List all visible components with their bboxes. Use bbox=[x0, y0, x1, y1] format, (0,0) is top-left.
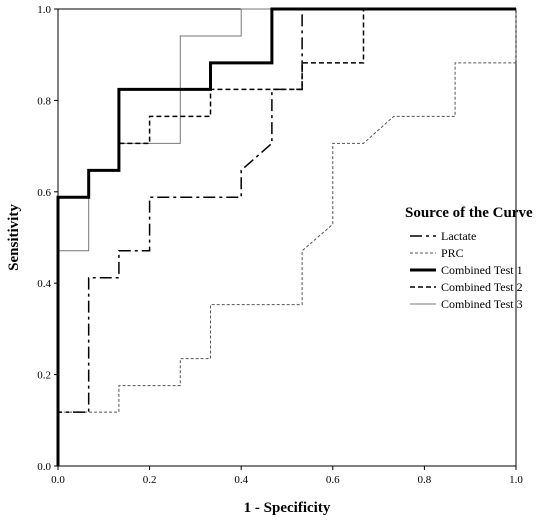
x-tick-label: 0.2 bbox=[143, 474, 157, 486]
series-line-combined-test-1 bbox=[56, 7, 516, 466]
legend-label: PRC bbox=[441, 246, 464, 260]
x-tick-label: 0.8 bbox=[418, 474, 432, 486]
y-axis-title: Sensitivity bbox=[6, 204, 22, 271]
legend-items: Lactate PRC Combined Test 1 Combined Test 2… bbox=[410, 229, 523, 311]
legend-label: Combined Test 3 bbox=[441, 297, 523, 311]
x-axis-ticks: 0.0 0.2 0.4 0.6 0.8 1.0 bbox=[51, 466, 523, 486]
y-tick-label: 0.8 bbox=[37, 95, 51, 107]
y-tick-label: 0.0 bbox=[37, 461, 51, 473]
curves bbox=[56, 7, 517, 466]
x-tick-label: 0.0 bbox=[51, 474, 65, 486]
legend-label: Lactate bbox=[441, 229, 476, 243]
legend-label: Combined Test 2 bbox=[441, 280, 523, 294]
y-tick-label: 0.4 bbox=[37, 278, 51, 290]
legend-label: Combined Test 1 bbox=[441, 263, 523, 277]
y-tick-label: 1.0 bbox=[37, 4, 51, 16]
y-axis-ticks: 0.0 0.2 0.4 0.6 0.8 1.0 bbox=[37, 4, 58, 473]
series-line-prc bbox=[57, 9, 517, 466]
x-tick-label: 0.4 bbox=[234, 474, 248, 486]
x-axis-title: 1 - Specificity bbox=[244, 500, 331, 516]
x-tick-label: 1.0 bbox=[509, 474, 523, 486]
y-tick-label: 0.6 bbox=[37, 187, 51, 199]
legend-title: Source of the Curve bbox=[405, 205, 533, 221]
y-tick-label: 0.2 bbox=[37, 370, 51, 382]
series-line-lactate bbox=[57, 8, 516, 466]
legend: Source of the Curve Lactate PRC Combined T… bbox=[405, 205, 533, 311]
x-tick-label: 0.6 bbox=[326, 474, 340, 486]
